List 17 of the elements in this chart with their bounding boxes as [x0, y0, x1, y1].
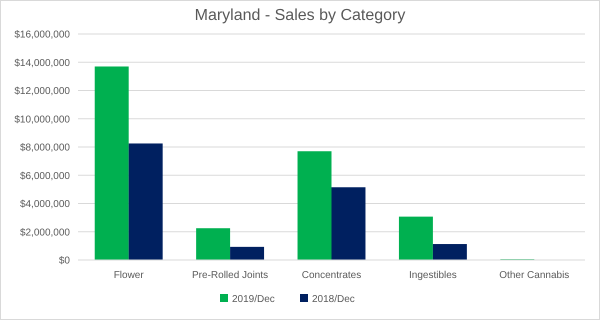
y-tick-label: $8,000,000 [20, 142, 70, 154]
y-tick-label: $14,000,000 [14, 58, 70, 69]
y-tick-label: $6,000,000 [20, 170, 70, 182]
x-tick-label: Ingestibles [408, 270, 457, 281]
y-tick-label: $4,000,000 [20, 199, 70, 210]
x-tick-label: Pre-Rolled Joints [192, 270, 268, 281]
y-tick-label: $16,000,000 [14, 30, 70, 40]
y-tick-label: $12,000,000 [14, 86, 70, 97]
legend-label: 2019/Dec [232, 294, 275, 305]
chart-title: Maryland - Sales by Category [194, 7, 406, 24]
x-tick-label: Flower [114, 270, 144, 281]
legend-label: 2018/Dec [312, 294, 355, 305]
x-tick-label: Other Cannabis [499, 270, 570, 281]
y-tick-label: $0 [58, 256, 70, 266]
y-tick-label: $2,000,000 [20, 227, 70, 238]
x-tick-label: Concentrates [302, 270, 362, 281]
y-tick-label: $10,000,000 [14, 114, 70, 126]
